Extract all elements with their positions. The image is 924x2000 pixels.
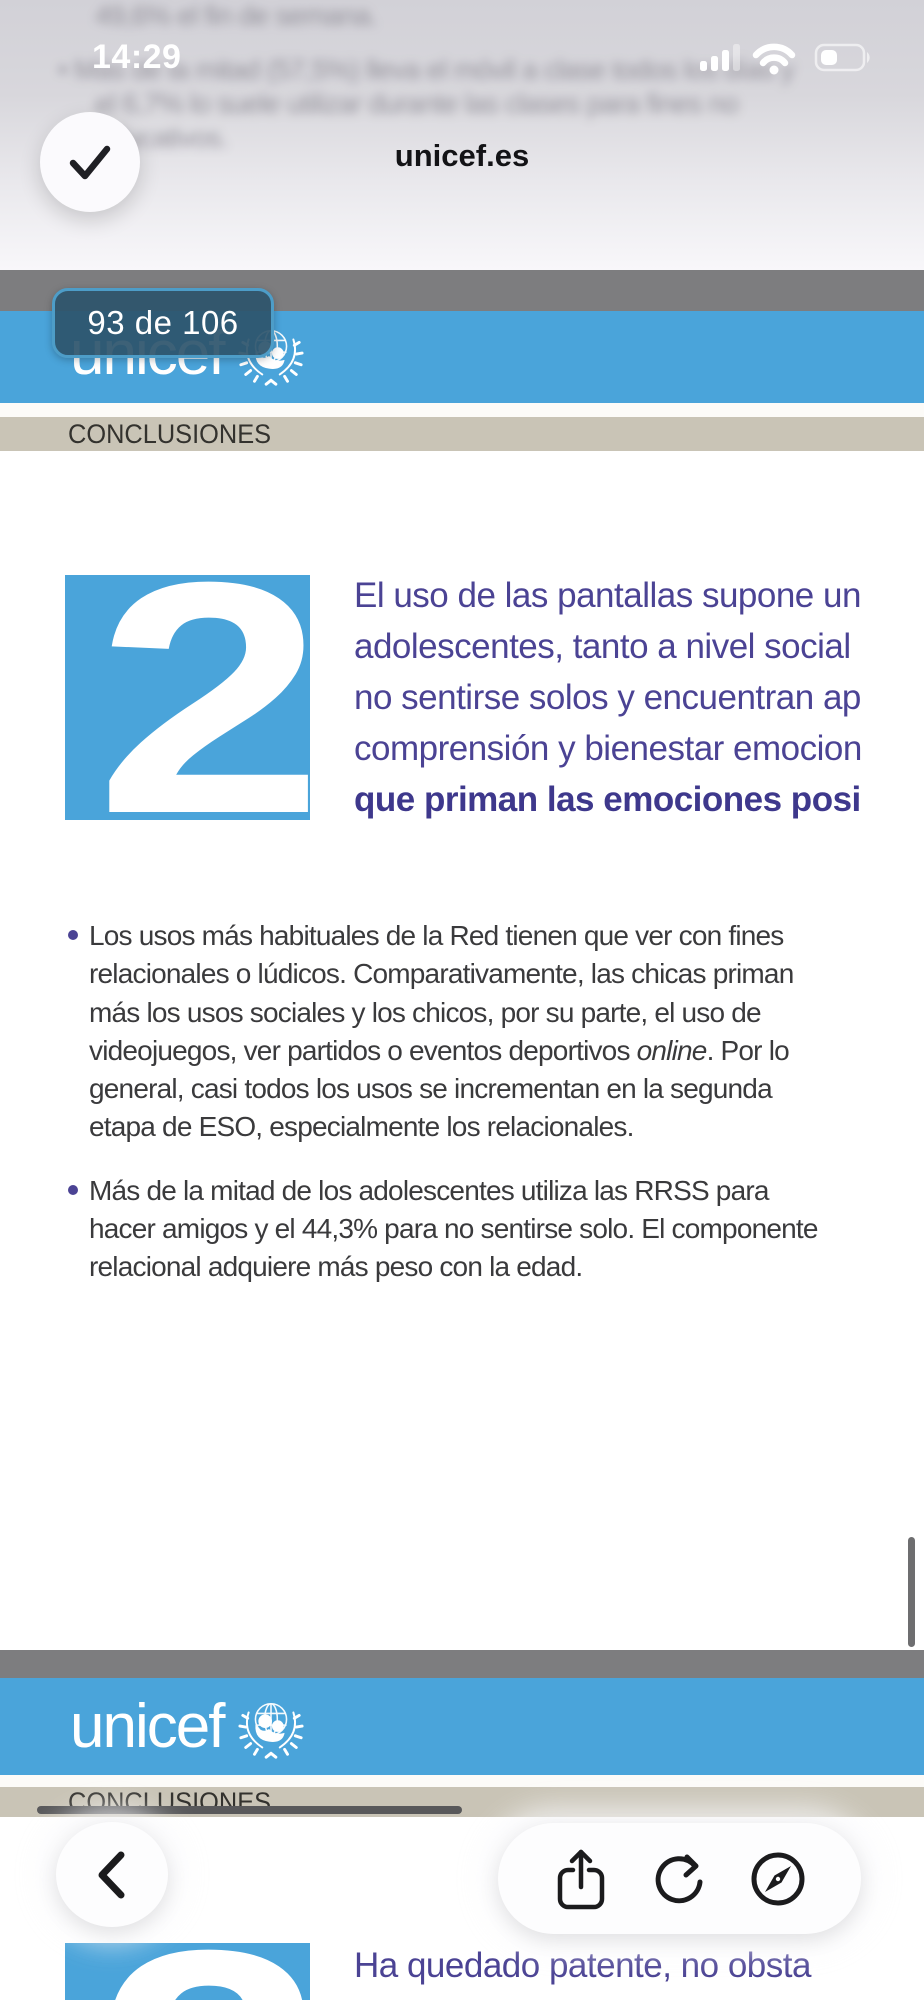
chapter-heading: Ha quedado patente, no obstala disminuci… [354, 1946, 811, 2000]
page-indicator-label: 93 de 106 [87, 304, 239, 341]
reload-icon [656, 1854, 703, 1903]
section-bar: CONCLUSIONES [0, 417, 924, 451]
chapter-number: 2 [95, 575, 310, 820]
reload-button[interactable] [644, 1844, 714, 1914]
chapter-number-tile: 2 [65, 1943, 310, 2000]
compass-icon [751, 1852, 805, 1905]
battery-icon [814, 43, 870, 72]
browser-button[interactable] [743, 1844, 813, 1914]
page-indicator-badge: 93 de 106 [52, 288, 274, 358]
unicef-banner: unicef [0, 1678, 924, 1775]
checkmark-icon [69, 145, 111, 180]
divider [0, 403, 924, 417]
section-label: CONCLUSIONES [68, 418, 272, 449]
chapter-heading: El uso de las pantallas supone un adolesc… [354, 576, 862, 819]
blur-line: el 6,7% lo suele utilizar durante las cl… [95, 88, 739, 119]
bullet-item: Los usos más habituales de la Red tienen… [66, 917, 878, 1147]
page-title: unicef.es [394, 138, 530, 173]
divider [0, 1775, 924, 1787]
bullet-item: Más de la mitad de los adolescentes util… [66, 1172, 878, 1287]
wifi-icon [752, 43, 796, 75]
bullet-dot-icon [68, 930, 78, 940]
horizontal-scrollbar[interactable] [37, 1806, 462, 1814]
chapter-number: 2 [95, 1943, 310, 2000]
done-button[interactable] [40, 112, 140, 212]
back-button[interactable] [56, 1822, 168, 1927]
blur-line: • Más de la mitad (57,5%) lleva el móvil… [58, 54, 795, 85]
bullet-dot-icon [68, 1184, 78, 1195]
status-icons [700, 43, 870, 75]
toolbar-pill [498, 1823, 861, 1934]
blurred-text-layer: 49,6% el fin de semana. • Más de la mita… [0, 0, 924, 270]
chapter-number-tile: 2 [65, 575, 310, 820]
vertical-scrollbar[interactable] [908, 1537, 915, 1647]
chevron-left-icon [98, 1851, 125, 1898]
status-time: 14:29 [92, 38, 182, 76]
unicef-wordmark: unicef [70, 1692, 225, 1761]
cellular-signal-icon [700, 44, 740, 71]
bullet-list: Los usos más habituales de la Red tienen… [66, 917, 878, 1287]
page-gap [0, 1650, 924, 1678]
unicef-emblem-icon [238, 1702, 304, 1759]
share-icon [557, 1849, 605, 1909]
browser-header: 49,6% el fin de semana. • Más de la mita… [0, 0, 924, 270]
blur-line: 49,6% el fin de semana. [95, 0, 378, 31]
share-button[interactable] [546, 1844, 616, 1914]
